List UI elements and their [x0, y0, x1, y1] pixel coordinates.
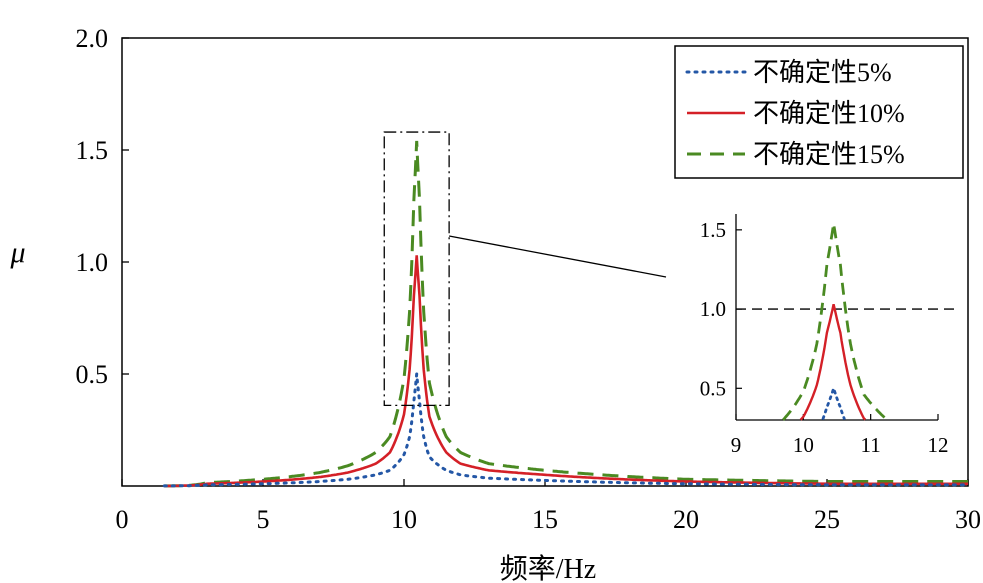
x-axis-label: 频率/Hz	[500, 553, 596, 583]
series-line-2	[164, 140, 968, 488]
zoom-box-group	[383, 131, 667, 407]
series-line-0	[162, 373, 970, 488]
zoom-connector-line	[448, 235, 667, 278]
inset-x-tick-label: 9	[731, 433, 742, 457]
inset-y-tick-label: 0.5	[700, 376, 726, 400]
inset-series-line-2	[782, 223, 888, 421]
x-tick-label: 10	[391, 505, 417, 534]
x-tick-label: 30	[955, 505, 981, 534]
y-tick-label: 1.0	[76, 248, 109, 277]
inset-series-line-0	[821, 383, 846, 420]
x-tick-label: 20	[673, 505, 699, 534]
inset-group: 9 10 11 12 0.5 1.0 1.5	[700, 214, 958, 457]
zoom-region-box	[383, 131, 450, 407]
main-axes: 0 5 10 15 20 25 30 0.5 1.0 1.5 2.0	[76, 24, 982, 534]
legend-label-0: 不确定性5%	[753, 58, 892, 87]
y-tick-label: 2.0	[76, 24, 109, 53]
inset-x-tick-label: 10	[793, 433, 814, 457]
y-tick-label: 1.5	[76, 136, 109, 165]
legend-label-2: 不确定性15%	[753, 140, 905, 169]
y-axis-label: μ	[9, 236, 25, 269]
y-tick-label: 0.5	[76, 360, 109, 389]
inset-x-tick-label: 12	[928, 433, 949, 457]
legend: 不确定性5% 不确定性10% 不确定性15%	[674, 45, 964, 179]
x-tick-label: 5	[257, 505, 270, 534]
inset-y-tick-label: 1.0	[700, 297, 726, 321]
inset-y-tick-label: 1.5	[700, 218, 726, 242]
inset-series-line-1	[799, 304, 867, 421]
legend-label-1: 不确定性10%	[753, 99, 905, 128]
x-tick-label: 15	[532, 505, 558, 534]
inset-x-tick-label: 11	[861, 433, 881, 457]
x-tick-label: 25	[814, 505, 840, 534]
main-series-group	[162, 140, 970, 488]
x-tick-label: 0	[116, 505, 129, 534]
